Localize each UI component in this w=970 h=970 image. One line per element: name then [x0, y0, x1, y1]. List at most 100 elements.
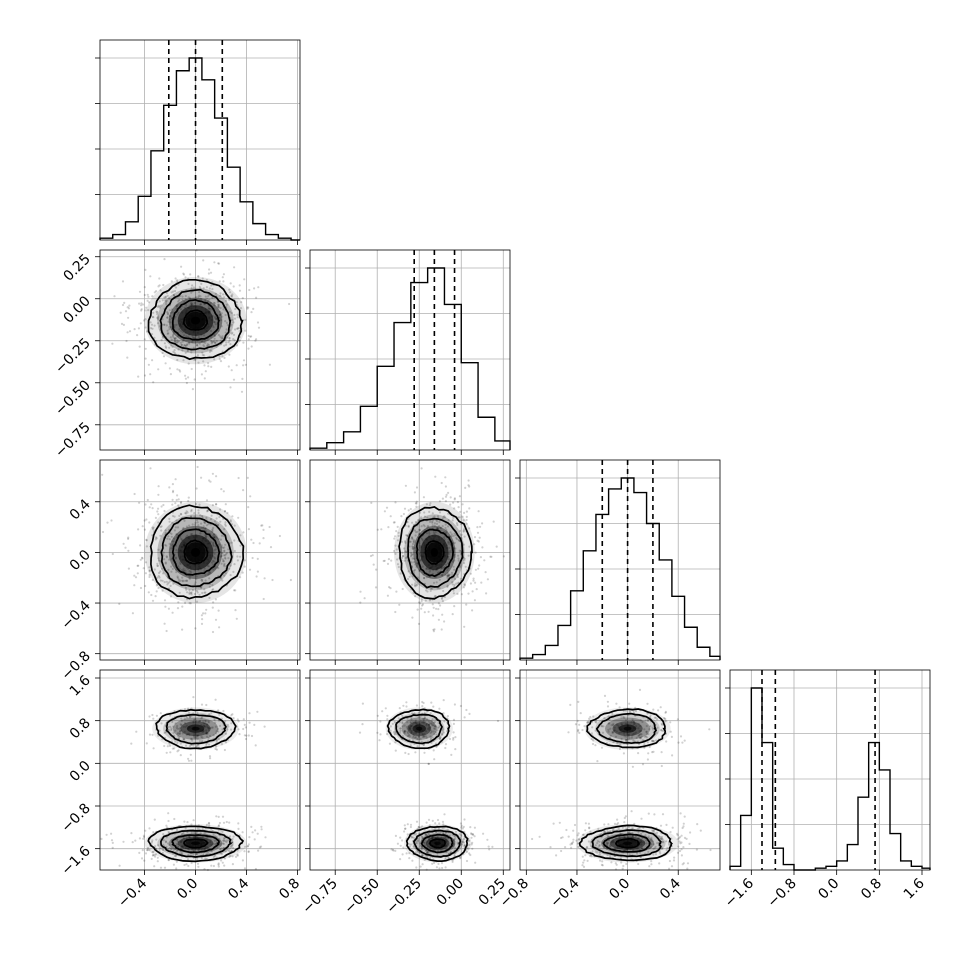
scatter-point — [182, 526, 185, 530]
scatter-point — [164, 562, 167, 565]
scatter-point — [679, 812, 682, 815]
scatter-point — [144, 347, 147, 350]
scatter-point — [376, 714, 379, 717]
scatter-point — [219, 292, 222, 295]
scatter-point — [165, 300, 168, 303]
scatter-point — [202, 341, 206, 344]
scatter-point — [219, 520, 222, 523]
scatter-point — [152, 717, 155, 720]
x-tick-label: 0.8 — [858, 876, 885, 903]
scatter-point — [482, 832, 485, 835]
scatter-point — [441, 820, 445, 824]
scatter-point — [176, 313, 179, 316]
scatter-point — [174, 289, 177, 293]
scatter-point — [248, 712, 251, 715]
scatter-point — [184, 601, 187, 605]
scatter-point — [184, 586, 187, 589]
scatter-point — [434, 475, 437, 478]
contour-line — [183, 309, 209, 331]
scatter-point — [199, 532, 202, 535]
scatter-point — [552, 822, 555, 825]
scatter-point — [208, 755, 212, 758]
scatter-point — [172, 293, 175, 297]
scatter-point — [143, 338, 146, 341]
scatter-point — [569, 703, 572, 707]
scatter-point — [200, 579, 203, 582]
scatter-point — [468, 507, 471, 510]
scatter-point — [189, 298, 192, 301]
scatter-point — [214, 698, 217, 701]
scatter-point — [256, 710, 259, 713]
scatter-point — [189, 753, 192, 756]
scatter-point — [679, 842, 682, 845]
scatter-point — [653, 813, 656, 816]
scatter-point — [199, 586, 203, 589]
scatter-point — [647, 752, 650, 755]
scatter-point — [181, 295, 184, 298]
scatter-point — [179, 341, 182, 344]
scatter-point — [680, 848, 683, 851]
scatter-point — [127, 536, 130, 539]
scatter-point — [403, 824, 406, 827]
scatter-point — [379, 733, 382, 736]
scatter-point — [416, 608, 419, 611]
x-tick-label: 0.4 — [225, 875, 252, 902]
scatter-point — [570, 846, 573, 849]
scatter-point — [163, 622, 166, 625]
scatter-point — [175, 498, 178, 502]
scatter-point — [196, 591, 199, 594]
scatter-point — [200, 586, 203, 590]
scatter-point — [177, 601, 180, 604]
joint-panel-0-1 — [99, 249, 301, 451]
scatter-point — [232, 570, 235, 574]
scatter-point — [616, 818, 619, 821]
scatter-point — [111, 552, 114, 556]
scatter-point — [180, 501, 183, 504]
scatter-point — [433, 758, 436, 761]
scatter-point — [395, 590, 398, 593]
scatter-point — [452, 718, 456, 722]
scatter-point — [224, 320, 227, 323]
scatter-point — [229, 574, 232, 577]
scatter-point — [190, 759, 193, 762]
scatter-point — [579, 712, 582, 715]
y-tick-label: −1.6 — [58, 843, 93, 878]
scatter-point — [168, 328, 171, 331]
scatter-point — [120, 322, 124, 325]
scatter-point — [225, 328, 228, 331]
scatter-point — [157, 493, 160, 496]
scatter-point — [244, 363, 247, 366]
scatter-point — [235, 617, 238, 620]
scatter-point — [386, 718, 389, 721]
scatter-point — [472, 577, 475, 580]
scatter-point — [242, 718, 245, 721]
scatter-point — [158, 306, 161, 309]
scatter-point — [243, 723, 246, 727]
scatter-point — [206, 297, 209, 300]
scatter-point — [437, 862, 440, 866]
scatter-point — [232, 321, 235, 324]
scatter-point — [148, 569, 151, 573]
scatter-point — [233, 549, 236, 553]
y-tick-label: 0.0 — [67, 758, 94, 785]
scatter-point — [214, 536, 217, 539]
scatter-point — [241, 571, 244, 574]
scatter-point — [394, 749, 397, 752]
scatter-point — [464, 486, 467, 489]
scatter-point — [128, 304, 131, 307]
x-tick-label: −0.25 — [383, 876, 425, 918]
scatter-point — [189, 273, 192, 276]
scatter-point — [576, 730, 580, 733]
scatter-point — [453, 498, 456, 501]
scatter-point — [183, 820, 186, 823]
scatter-point — [385, 506, 389, 509]
scatter-point — [148, 301, 151, 304]
scatter-point — [469, 582, 472, 585]
scatter-point — [174, 478, 177, 481]
scatter-point — [246, 476, 249, 479]
scatter-point — [124, 310, 128, 313]
scatter-point — [198, 503, 201, 506]
scatter-point — [171, 345, 174, 348]
scatter-point — [538, 835, 541, 838]
scatter-point — [232, 333, 236, 336]
